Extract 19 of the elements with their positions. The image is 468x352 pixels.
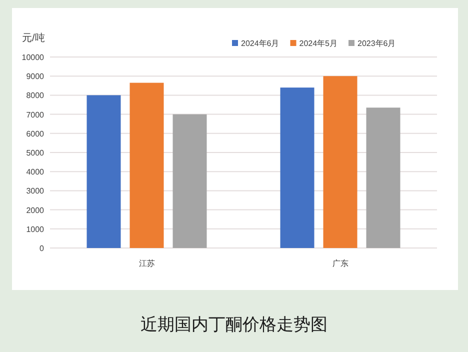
x-tick-label: 广东 bbox=[332, 259, 348, 268]
plot: 0 1000 2000 3000 4000 5000 6000 7000 8000 9000 10000 江苏 广东 bbox=[22, 53, 438, 268]
y-tick-label: 6000 bbox=[26, 129, 45, 138]
legend-label: 2023年6月 bbox=[358, 39, 396, 48]
y-tick-label: 3000 bbox=[26, 186, 45, 196]
y-tick-label: 5000 bbox=[26, 148, 45, 158]
y-tick-label: 8000 bbox=[26, 91, 45, 100]
y-tick-label: 9000 bbox=[26, 72, 45, 82]
y-tick-label: 2000 bbox=[26, 206, 45, 215]
y-axis-title: 元/吨 bbox=[22, 32, 45, 44]
legend-label: 2024年5月 bbox=[299, 39, 338, 48]
y-tick-label: 10000 bbox=[22, 53, 45, 62]
legend-label: 2024年6月 bbox=[241, 39, 280, 48]
y-tick-label: 4000 bbox=[26, 168, 45, 177]
x-tick-label: 江苏 bbox=[138, 259, 155, 268]
text: 近期国内丁酮价格走势图 bbox=[140, 315, 328, 334]
y-tick-label: 1000 bbox=[26, 224, 45, 234]
y-tick-label: 0 bbox=[40, 244, 45, 253]
y-tick-label: 7000 bbox=[26, 110, 45, 120]
